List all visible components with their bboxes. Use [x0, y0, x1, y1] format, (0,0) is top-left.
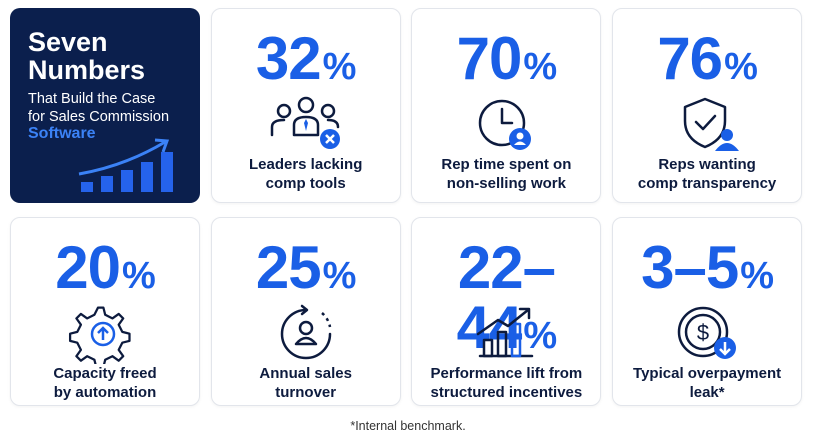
stat-label: Leaders lacking comp tools [212, 155, 400, 193]
label-line: non-selling work [446, 175, 566, 192]
stat-value: 25 [255, 234, 322, 301]
stat: 25% [212, 238, 400, 298]
icon [68, 306, 131, 364]
label-line: Reps wanting [658, 156, 756, 173]
stat: 3–5% [613, 238, 801, 298]
stat-label: Annual sales turnover [212, 364, 400, 402]
footnote: *Internal benchmark. [350, 419, 466, 433]
icon [270, 96, 340, 149]
label-line: by automation [53, 384, 157, 401]
growth-icon [78, 138, 173, 192]
label-line: Performance lift from [430, 365, 583, 382]
stat-unit: % [322, 46, 357, 88]
stat-card: 3–5% $ Typical overpayment leak* [612, 217, 803, 406]
stat: 20% [11, 238, 199, 298]
label-line: comp transparency [637, 175, 777, 192]
stat-unit: % [740, 255, 774, 297]
stat-card: 70% Rep time spent on non-selling work [411, 8, 602, 203]
label-line: Capacity freed [53, 365, 157, 382]
label-line: Annual sales [259, 365, 352, 382]
stat-unit: % [121, 255, 156, 297]
stat-card: 32% Leaders lacking comp tools [210, 8, 401, 203]
stat-label: Typical overpayment leak* [613, 364, 801, 402]
stat: 32% [212, 29, 400, 89]
stat-label: Reps wanting comp transparency [613, 155, 801, 193]
stat-value: 20 [55, 234, 121, 301]
stat-card: 25% Annual sales turnover [210, 217, 401, 406]
stat-label: Performance lift from structured incentiv… [412, 364, 600, 402]
stat-unit: % [322, 255, 357, 297]
title: Seven [28, 27, 108, 57]
highlight: Software [28, 125, 96, 142]
subtitle: That Build the Case [28, 91, 156, 107]
svg-text:$: $ [697, 320, 709, 345]
stat-value: 76 [657, 25, 723, 92]
stat-label: Capacity freed by automation [11, 364, 199, 402]
stat-card: 76% Reps wanting comp transparency [612, 8, 803, 203]
stat: 70% [412, 29, 600, 89]
label-line: Leaders lacking [248, 156, 363, 173]
stat-unit: % [523, 315, 557, 357]
label-line: leak* [689, 384, 725, 401]
label-line: Rep time spent on [441, 156, 572, 173]
stat-unit: % [523, 46, 557, 88]
icon: $ [677, 306, 737, 359]
stat-unit: % [724, 46, 758, 88]
icon [477, 307, 534, 358]
subtitle: for Sales Commission [28, 109, 170, 125]
icon [479, 99, 532, 150]
icon [280, 304, 331, 360]
stat: 76% [613, 29, 801, 89]
label-line: turnover [275, 384, 337, 401]
stat-label: Rep time spent on non-selling work [412, 155, 600, 193]
stat-card: 22–44% Performance lift from structured in… [411, 217, 602, 406]
icon [683, 97, 740, 151]
title-card: Seven Numbers That Build the Case for Sa… [10, 8, 200, 203]
label-line: comp tools [265, 175, 346, 192]
title: Numbers [28, 55, 146, 85]
stat-value: 70 [456, 25, 523, 92]
stat-value: 3–5 [641, 234, 739, 301]
stat-value: 32 [255, 25, 322, 92]
label-line: Typical overpayment [633, 365, 782, 382]
stat-card: 20% Capacity freed by automation [10, 217, 200, 406]
label-line: structured incentives [430, 384, 583, 401]
